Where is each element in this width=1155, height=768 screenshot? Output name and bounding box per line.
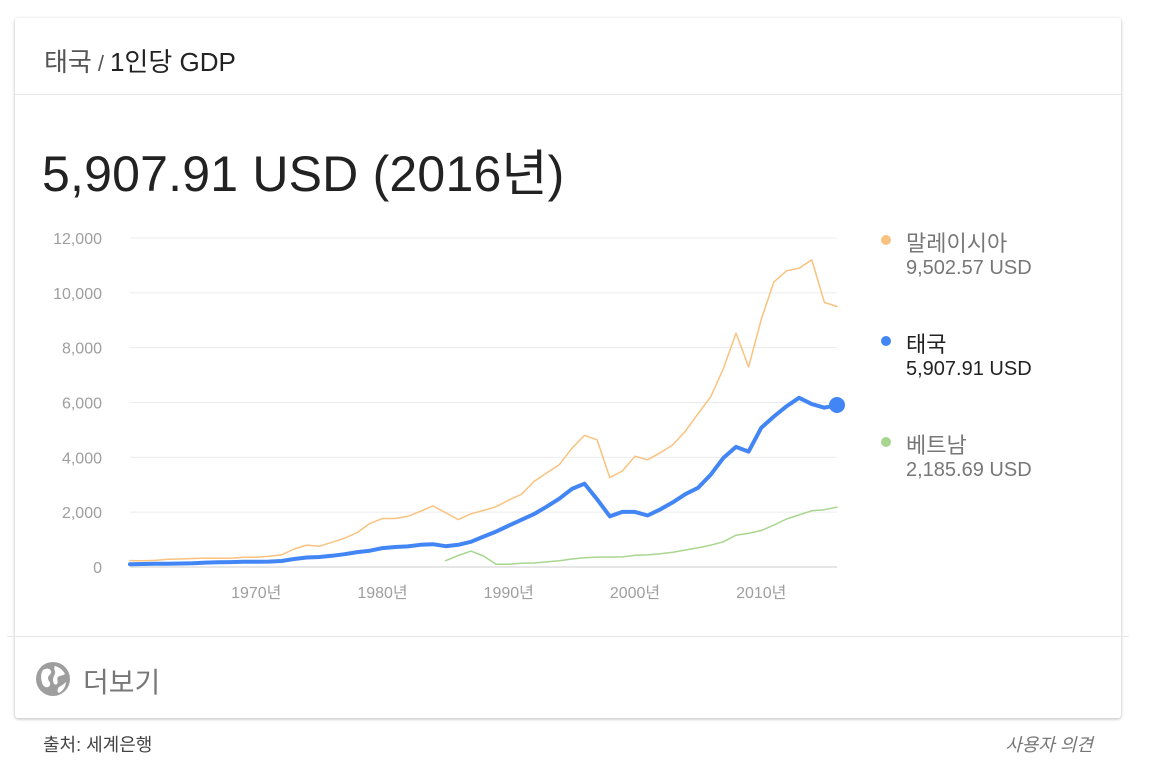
y-tick-label: 12,000 <box>53 231 102 248</box>
y-tick-label: 10,000 <box>53 286 102 303</box>
globe-icon <box>36 662 70 696</box>
x-tick-label: 2000년 <box>610 584 660 602</box>
x-tick-label: 1970년 <box>231 584 281 602</box>
legend-series-value: 2,185.69 USD <box>906 459 1032 481</box>
y-tick-label: 6,000 <box>62 396 102 413</box>
x-tick-label: 1980년 <box>357 584 407 602</box>
breadcrumb-metric: 1인당 GDP <box>109 47 236 77</box>
breadcrumb-separator: / <box>97 51 104 76</box>
y-tick-label: 2,000 <box>62 505 102 522</box>
breadcrumb-country[interactable]: 태국 <box>44 47 92 77</box>
legend-series-name: 말레이시아 <box>906 231 1008 256</box>
headline-value: 5,907.91 USD (2016년) <box>42 146 565 202</box>
y-tick-label: 8,000 <box>62 341 102 358</box>
y-tick-label: 4,000 <box>62 450 102 467</box>
x-tick-label: 1990년 <box>484 584 534 602</box>
gdp-line-chart: 0 2,000 4,000 6,000 8,000 10,000 12,000 1970년 19… <box>53 231 845 602</box>
more-label: 더보기 <box>83 667 161 698</box>
series-line <box>129 259 838 562</box>
knowledge-card: 태국/1인당 GDP 5,907.91 USD (2016년) 0 2,000 4,… <box>7 18 1129 718</box>
highlight-point <box>829 397 845 414</box>
legend-series-value: 9,502.57 USD <box>906 257 1032 279</box>
legend-series-name: 태국 <box>906 332 947 357</box>
breadcrumb: 태국/1인당 GDP <box>44 42 236 79</box>
legend-dot <box>881 437 891 447</box>
series-line <box>444 506 838 566</box>
header-divider <box>15 94 1121 95</box>
feedback-link[interactable]: 사용자 의견 <box>1005 735 1093 755</box>
legend-dot <box>881 336 891 346</box>
series-line <box>128 395 839 567</box>
footer-divider <box>7 636 1129 637</box>
legend-series-name: 베트남 <box>906 433 967 458</box>
source-link[interactable]: 출처: 세계은행 <box>43 735 153 755</box>
x-tick-label: 2010년 <box>736 584 786 602</box>
legend-dot <box>881 235 891 245</box>
y-tick-label: 0 <box>93 560 102 577</box>
legend-series-value: 5,907.91 USD <box>906 358 1032 380</box>
